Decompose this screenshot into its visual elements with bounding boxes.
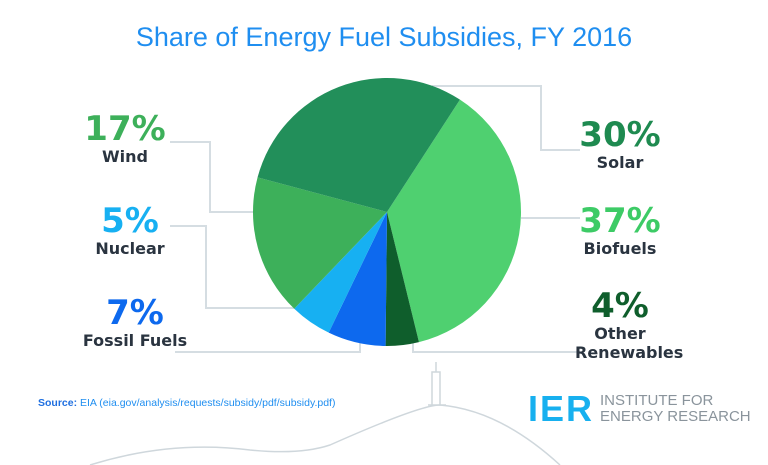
label-other-renewables: 4% Other Renewables bbox=[555, 288, 685, 362]
name-solar: Solar bbox=[596, 153, 644, 172]
label-wind: 17% Wind bbox=[70, 111, 180, 166]
label-biofuels: 37% Biofuels bbox=[565, 203, 675, 258]
logo-name: INSTITUTE FOR ENERGY RESEARCH bbox=[600, 393, 751, 425]
name-wind: Wind bbox=[102, 147, 148, 166]
logo-line1: INSTITUTE FOR bbox=[600, 392, 714, 409]
name-nuclear: Nuclear bbox=[95, 239, 165, 258]
pct-fossil: 7% bbox=[106, 293, 164, 333]
source-label: Source: bbox=[38, 397, 78, 409]
leader-other bbox=[412, 342, 580, 353]
pct-solar: 30% bbox=[579, 115, 661, 155]
leader-solar bbox=[432, 85, 580, 151]
pct-biofuels: 37% bbox=[579, 201, 661, 241]
pie-slice-solar bbox=[257, 78, 460, 213]
leader-nuclear bbox=[170, 225, 296, 309]
pie-slice-other-renewables bbox=[385, 212, 419, 346]
label-fossil-fuels: 7% Fossil Fuels bbox=[70, 295, 200, 350]
pct-other: 4% bbox=[591, 286, 649, 326]
ier-logo: IER INSTITUTE FOR ENERGY RESEARCH bbox=[528, 388, 751, 430]
pie-slice-nuclear bbox=[294, 212, 387, 333]
logo-line2: ENERGY RESEARCH bbox=[600, 408, 751, 425]
pie-slice-biofuels bbox=[387, 99, 521, 343]
label-solar: 30% Solar bbox=[565, 117, 675, 172]
name-biofuels: Biofuels bbox=[583, 239, 657, 258]
source-note: Source: EIA (eia.gov/analysis/requests/s… bbox=[38, 397, 335, 409]
logo-abbr: IER bbox=[528, 388, 595, 429]
source-text: EIA (eia.gov/analysis/requests/subsidy/p… bbox=[80, 397, 336, 409]
hills-illustration bbox=[89, 362, 561, 465]
name-other: Other Renewables bbox=[575, 324, 684, 362]
pct-nuclear: 5% bbox=[101, 201, 159, 241]
pct-wind: 17% bbox=[84, 109, 166, 149]
pie-slice-fossil-fuels bbox=[328, 212, 387, 346]
name-fossil: Fossil Fuels bbox=[82, 331, 188, 350]
chart-title: Share of Energy Fuel Subsidies, FY 2016 bbox=[135, 22, 633, 52]
leader-fossil bbox=[175, 342, 361, 353]
pie-slice-wind bbox=[253, 177, 387, 309]
label-nuclear: 5% Nuclear bbox=[75, 203, 185, 258]
